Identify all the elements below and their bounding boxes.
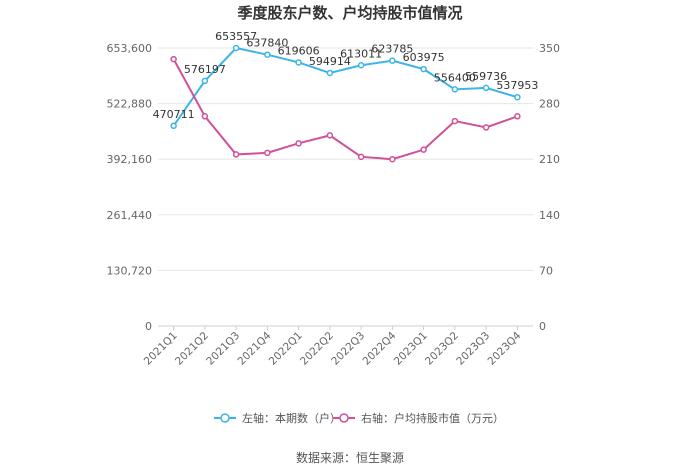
grid bbox=[158, 47, 533, 327]
data-point bbox=[482, 124, 490, 131]
left-tick-label: 130,720 bbox=[107, 264, 153, 277]
data-label: 470711 bbox=[153, 108, 195, 121]
series-lines bbox=[170, 44, 521, 163]
data-point bbox=[264, 51, 271, 58]
data-point bbox=[451, 117, 459, 125]
data-point bbox=[201, 113, 209, 120]
data-point bbox=[514, 113, 521, 120]
data-point bbox=[514, 93, 521, 101]
right-tick-label: 210 bbox=[539, 153, 560, 166]
legend-item[interactable]: 右轴：户均持股市值（万元） bbox=[333, 411, 504, 425]
data-point bbox=[482, 84, 490, 92]
data-point bbox=[389, 57, 396, 64]
legend-marker bbox=[339, 413, 349, 423]
left-tick-label: 522,880 bbox=[107, 98, 153, 111]
data-label: 623785 bbox=[371, 43, 413, 56]
data-label: 619606 bbox=[278, 44, 320, 57]
x-tick-label: 2022Q1 bbox=[267, 330, 305, 368]
series-line bbox=[172, 58, 518, 161]
data-point bbox=[420, 146, 427, 153]
data-point bbox=[420, 65, 427, 73]
data-point bbox=[201, 77, 209, 85]
legend-item[interactable]: 左轴：本期数（户） bbox=[214, 411, 341, 425]
left-tick-label: 653,600 bbox=[107, 42, 153, 55]
data-label: 556400 bbox=[434, 71, 476, 84]
x-axis: 2021Q12021Q22021Q32021Q42022Q12022Q22022… bbox=[142, 326, 524, 368]
x-tick-label: 2022Q4 bbox=[361, 329, 399, 367]
x-tick-label: 2022Q3 bbox=[329, 330, 367, 368]
data-point bbox=[389, 155, 396, 163]
right-tick-label: 140 bbox=[539, 209, 560, 222]
data-point bbox=[295, 59, 302, 66]
data-point bbox=[295, 140, 302, 147]
x-tick-label: 2021Q3 bbox=[204, 330, 242, 368]
data-labels: 470711 576197 6535576378406196065949146130… bbox=[153, 30, 539, 121]
legend-label: 左轴：本期数（户） bbox=[242, 411, 341, 425]
data-label: 603975 bbox=[403, 51, 445, 64]
data-point bbox=[232, 151, 240, 158]
series-line bbox=[172, 46, 518, 127]
right-tick-label: 350 bbox=[539, 42, 560, 55]
left-tick-label: 0 bbox=[145, 320, 152, 333]
left-tick-label: 392,160 bbox=[107, 153, 153, 166]
x-tick-label: 2021Q2 bbox=[173, 330, 211, 368]
data-point bbox=[264, 149, 271, 157]
data-label: 637840 bbox=[246, 37, 288, 50]
right-tick-label: 0 bbox=[539, 320, 546, 333]
left-tick-label: 261,440 bbox=[107, 209, 153, 222]
data-point bbox=[451, 86, 459, 93]
x-tick-label: 2023Q4 bbox=[486, 329, 524, 367]
data-label: 594914 bbox=[309, 55, 351, 68]
data-label: 537953 bbox=[496, 79, 538, 92]
data-point bbox=[326, 69, 334, 77]
data-point bbox=[170, 55, 177, 63]
left-axis: 0 130,720 261,440 392,160 522,880 653,600 bbox=[107, 42, 153, 333]
data-label: 613011 bbox=[340, 47, 382, 60]
data-point bbox=[170, 122, 177, 130]
data-point bbox=[326, 132, 334, 139]
data-point bbox=[357, 62, 365, 69]
legend-marker bbox=[220, 413, 230, 423]
right-tick-label: 70 bbox=[539, 264, 553, 277]
legend[interactable]: 左轴：本期数（户） 右轴：户均持股市值（万元） bbox=[214, 411, 504, 425]
x-tick-label: 2021Q1 bbox=[142, 330, 180, 368]
x-tick-label: 2023Q2 bbox=[423, 330, 461, 368]
right-axis: 0 70 140 210 280 350 bbox=[539, 42, 560, 333]
right-tick-label: 280 bbox=[539, 98, 560, 111]
data-point bbox=[232, 44, 240, 52]
x-tick-label: 2023Q1 bbox=[392, 330, 430, 368]
legend-label: 右轴：户均持股市值（万元） bbox=[361, 411, 504, 425]
x-tick-label: 2022Q2 bbox=[298, 330, 336, 368]
data-point bbox=[357, 153, 365, 161]
data-source: 数据来源：恒生聚源 bbox=[296, 450, 404, 465]
data-label: 653557 bbox=[215, 30, 257, 43]
data-label: 559736 bbox=[465, 70, 507, 83]
chart-title: 季度股东户数、户均持股市值情况 bbox=[237, 4, 462, 22]
x-tick-label: 2021Q4 bbox=[236, 329, 274, 367]
x-tick-label: 2023Q3 bbox=[454, 330, 492, 368]
data-label: 576197 bbox=[184, 63, 226, 76]
